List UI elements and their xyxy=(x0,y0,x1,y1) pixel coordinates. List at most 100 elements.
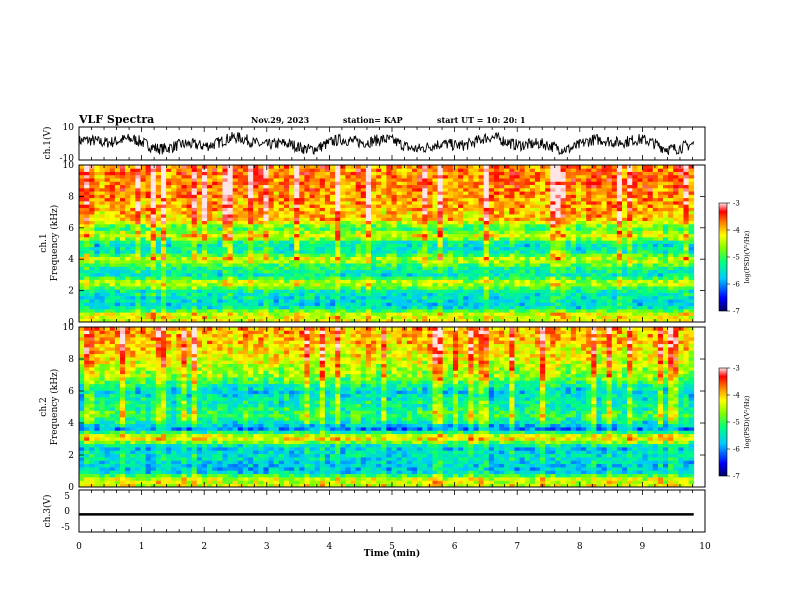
spectrogram-cell xyxy=(345,214,351,218)
spectrogram-cell xyxy=(283,191,290,195)
spectrogram-cell xyxy=(493,272,500,277)
spectrogram-cell xyxy=(150,308,157,313)
spectrogram-cell xyxy=(371,250,377,254)
spectrogram-cell xyxy=(283,312,290,316)
spectrogram-cell xyxy=(371,282,377,287)
spectrogram-cell xyxy=(319,191,326,195)
spectrogram-cell xyxy=(227,256,234,261)
spectrogram-cell xyxy=(130,187,136,192)
spectrogram-cell xyxy=(417,302,423,307)
spectrogram-cell xyxy=(586,191,592,195)
spectrogram-cell xyxy=(534,204,541,208)
spectrogram-cell xyxy=(324,191,331,195)
spectrogram-cell xyxy=(258,299,264,303)
spectrogram-cell xyxy=(186,276,193,280)
spectrogram-cell xyxy=(268,279,275,284)
spectrogram-cell xyxy=(683,253,690,257)
spectrogram-cell xyxy=(504,282,510,287)
spectrogram-cell xyxy=(222,250,228,254)
spectrogram-cell xyxy=(473,250,479,254)
spectrogram-cell xyxy=(114,299,121,303)
spectrogram-cell xyxy=(632,299,638,303)
spectrogram-cell xyxy=(150,200,157,205)
spectrogram-cell xyxy=(191,315,198,320)
spectrogram-cell xyxy=(227,269,234,274)
spectrogram-cell xyxy=(278,227,285,231)
spectrogram-cell xyxy=(581,243,587,248)
spectrogram-cell xyxy=(340,308,346,313)
spectrogram-cell xyxy=(345,236,351,241)
spectrogram-cell xyxy=(545,240,551,244)
spectrogram-cell xyxy=(196,256,203,261)
spectrogram-cell xyxy=(575,214,582,218)
spectrogram-cell xyxy=(181,243,187,248)
spectrogram-cell xyxy=(560,266,567,271)
spectrogram-cell xyxy=(396,250,403,254)
spectrogram-cell xyxy=(386,223,392,228)
spectrogram-cell xyxy=(422,253,428,257)
spectrogram-cell xyxy=(237,302,244,307)
spectrogram-cell xyxy=(258,253,264,257)
spectrogram-cell xyxy=(155,217,162,221)
spectrogram-cell xyxy=(637,318,643,323)
spectrogram-cell xyxy=(135,194,141,199)
spectrogram-cell xyxy=(616,292,623,297)
spectrogram-cell xyxy=(242,200,249,205)
spectrogram-cell xyxy=(509,230,515,235)
spectrogram-cell xyxy=(360,292,367,297)
spectrogram-cell xyxy=(504,292,510,297)
spectrogram-cell xyxy=(125,236,131,241)
spectrogram-cell xyxy=(376,286,382,290)
spectrogram-cell xyxy=(396,318,403,323)
spectrogram-cell xyxy=(263,263,269,267)
spectrogram-cell xyxy=(119,256,126,261)
spectrogram-cell xyxy=(688,272,695,277)
spectrogram-cell xyxy=(688,305,695,310)
spectrogram-cell xyxy=(642,263,649,267)
spectrogram-cell xyxy=(345,259,351,264)
spectrogram-cell xyxy=(601,243,608,248)
spectrogram-cell xyxy=(560,302,567,307)
spectrogram-cell xyxy=(575,299,582,303)
spectrogram-cell xyxy=(155,266,162,271)
spectrogram-cell xyxy=(381,292,387,297)
spectrogram-cell xyxy=(499,240,505,244)
spectrogram-cell xyxy=(294,318,300,323)
spectrogram-cell xyxy=(196,276,203,280)
spectrogram-cell xyxy=(283,302,290,307)
spectrogram-cell xyxy=(560,253,567,257)
spectrogram-cell xyxy=(268,230,275,235)
spectrogram-cell xyxy=(273,207,280,212)
spectrogram-cell xyxy=(555,318,561,323)
spectrogram-cell xyxy=(555,223,561,228)
spectrogram-cell xyxy=(540,302,546,307)
spectrogram-cell xyxy=(668,207,674,212)
spectrogram-cell xyxy=(371,292,377,297)
spectrogram-cell xyxy=(586,259,592,264)
spectrogram-cell xyxy=(381,227,387,231)
spectrogram-cell xyxy=(432,266,438,271)
spectrogram-cell xyxy=(422,256,428,261)
spectrogram-cell xyxy=(642,194,649,199)
spectrogram-cell xyxy=(376,305,382,310)
spectrogram-cell xyxy=(232,299,239,303)
spectrogram-cell xyxy=(186,207,193,212)
spectrogram-cell xyxy=(555,263,561,267)
spectrogram-cell xyxy=(371,204,377,208)
spectrogram-cell xyxy=(119,223,126,228)
spectrogram-cell xyxy=(622,259,628,264)
spectrogram-cell xyxy=(89,210,95,215)
spectrogram-cell xyxy=(545,279,551,284)
spectrogram-cell xyxy=(360,204,367,208)
spectrogram-cell xyxy=(468,259,474,264)
spectrogram-cell xyxy=(606,210,613,215)
spectrogram-cell xyxy=(381,305,387,310)
spectrogram-cell xyxy=(176,272,182,277)
spectrogram-cell xyxy=(668,282,674,287)
spectrogram-cell xyxy=(278,204,285,208)
spectrogram-cell xyxy=(452,230,459,235)
spectrogram-cell xyxy=(345,266,351,271)
spectrogram-cell xyxy=(627,207,633,212)
spectrogram-cell xyxy=(534,197,541,202)
spectrogram-cell xyxy=(519,236,526,241)
